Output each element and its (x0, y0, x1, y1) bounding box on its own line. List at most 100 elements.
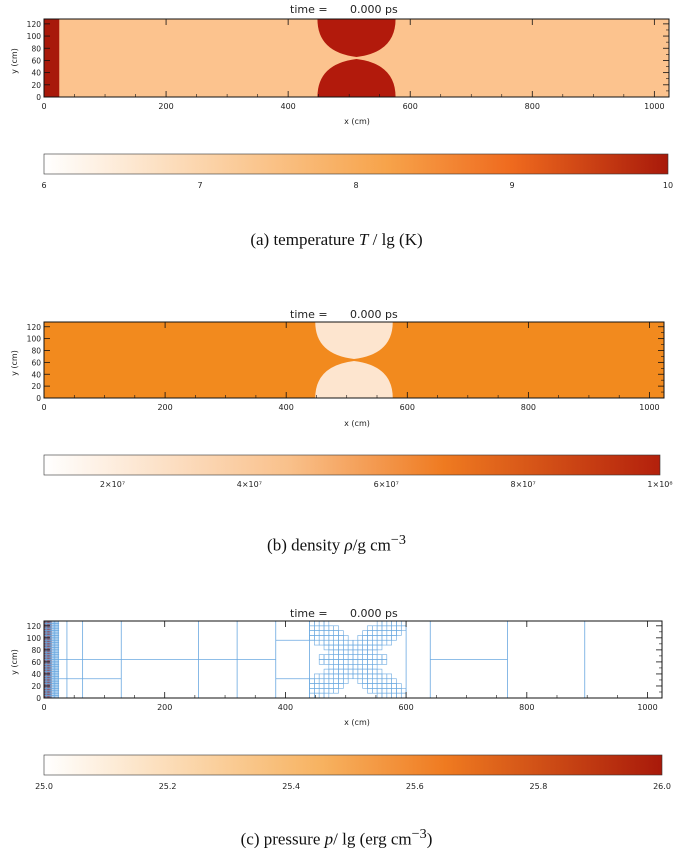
left-hot-strip (44, 19, 60, 97)
y-tick-label: 60 (31, 358, 41, 367)
y-tick-label: 60 (31, 658, 41, 667)
x-tick-label: 400 (281, 102, 296, 111)
colorbar-tick-label: 6×10⁷ (374, 480, 399, 489)
x-tick-label: 0 (41, 403, 46, 412)
colorbar-tick-label: 25.4 (282, 782, 300, 791)
time-value: 0.000 ps (350, 3, 398, 16)
colorbar-tick-label: 25.6 (406, 782, 424, 791)
colorbar: 2×10⁷ 4×10⁷ 6×10⁷ 8×10⁷ 1×10⁸ (43, 454, 673, 489)
y-tick-label: 80 (31, 646, 41, 655)
y-tick-label: 80 (31, 347, 41, 356)
y-axis-label: y (cm) (10, 649, 19, 675)
colorbar-tick-label: 25.0 (35, 782, 53, 791)
colorbar-bar (43, 153, 669, 175)
field (44, 322, 664, 398)
colorbar-tick-label: 8 (353, 181, 358, 190)
x-tick-label: 1000 (644, 102, 664, 111)
x-tick-label: 1000 (637, 703, 657, 712)
x-tick-label: 600 (400, 403, 415, 412)
y-tick-label: 120 (27, 323, 42, 332)
y-tick-label: 0 (36, 394, 41, 403)
y-tick-label: 40 (31, 69, 41, 78)
time-value: 0.000 ps (350, 308, 398, 321)
y-tick-label: 120 (27, 20, 42, 29)
colorbar-tick-label: 7 (197, 181, 202, 190)
plot-frame (43, 321, 665, 399)
x-tick-label: 800 (519, 703, 534, 712)
time-label: time = (290, 607, 328, 620)
x-tick-label: 200 (157, 703, 172, 712)
colorbar-tick-label: 1×10⁸ (647, 480, 672, 489)
colorbar-tick-label: 25.8 (529, 782, 547, 791)
mesh-cell (323, 621, 330, 627)
colorbar-tick-label: 8×10⁷ (511, 480, 536, 489)
field (44, 19, 669, 97)
y-tick-label: 60 (31, 56, 41, 65)
y-axis-label: y (cm) (10, 48, 19, 74)
mesh-cell (376, 668, 383, 675)
colorbar: 25.0 25.2 25.4 25.6 25.8 26.0 (35, 754, 671, 791)
x-axis-label: x (cm) (344, 718, 370, 727)
colorbar-tick-label: 6 (41, 181, 46, 190)
plot-frame (43, 18, 670, 98)
x-tick-label: 400 (278, 703, 293, 712)
y-tick-label: 40 (31, 670, 41, 679)
colorbar-tick-label: 25.2 (159, 782, 177, 791)
plot-frame (43, 620, 663, 699)
upper-blob (317, 19, 396, 57)
mesh-cell (386, 673, 392, 680)
mesh-cell (391, 678, 397, 684)
x-tick-label: 600 (398, 703, 413, 712)
colorbar-tick-label: 4×10⁷ (237, 480, 262, 489)
colorbar-tick-label: 26.0 (653, 782, 671, 791)
plot-area: 0 200 400 600 800 1000 0 20 40 60 80 100 120 (27, 321, 665, 412)
x-tick-label: 1000 (639, 403, 659, 412)
colorbar: 6 7 8 9 10 (41, 153, 673, 190)
x-tick-label: 200 (157, 403, 172, 412)
field (44, 621, 662, 698)
x-tick-label: 400 (279, 403, 294, 412)
x-tick-label: 0 (41, 102, 46, 111)
mesh-cell (381, 654, 388, 660)
lower-blob (317, 59, 396, 97)
x-tick-label: 200 (158, 102, 173, 111)
x-tick-label: 600 (403, 102, 418, 111)
x-tick-label: 800 (521, 403, 536, 412)
lower-blob (315, 361, 393, 398)
x-tick-label: 0 (41, 703, 46, 712)
mesh-cell (343, 635, 349, 641)
x-axis-label: x (cm) (344, 419, 370, 428)
refined-region-outline (309, 621, 407, 698)
y-tick-label: 40 (31, 370, 41, 379)
plot-area: 0 200 400 600 800 1000 0 20 40 60 80 100 120 (27, 620, 663, 712)
y-tick-label: 20 (31, 382, 41, 391)
y-tick-label: 100 (27, 634, 42, 643)
time-label: time = (290, 308, 328, 321)
time-label: time = (290, 3, 328, 16)
panel-a: time = 0.000 ps y (cm) x (cm) 0 200 400 600… (10, 3, 673, 190)
colorbar-tick-label: 9 (509, 181, 514, 190)
x-tick-label: 800 (525, 102, 540, 111)
caption-c: (c) pressure p/ lg (erg cm−3) (240, 826, 433, 849)
panel-b: time = 0.000 ps y (cm) x (cm) 0 200 400 600… (10, 308, 673, 489)
caption-b: (b) density ρ/g cm−3 (267, 532, 406, 555)
y-tick-label: 20 (31, 81, 41, 90)
caption-a: (a) temperature T / lg (K) (250, 230, 423, 249)
y-tick-label: 0 (36, 694, 41, 703)
y-axis-label: y (cm) (10, 350, 19, 376)
plot-area: 0 200 400 600 800 1000 0 20 40 60 80 100 120 (27, 18, 670, 111)
y-tick-label: 100 (27, 32, 42, 41)
y-tick-label: 100 (27, 335, 42, 344)
time-value: 0.000 ps (350, 607, 398, 620)
y-tick-label: 20 (31, 682, 41, 691)
colorbar-bar (43, 754, 663, 776)
panel-c: time = 0.000 ps y (cm) x (cm) 0 200 400 600… (10, 607, 671, 791)
mesh-cell (396, 683, 402, 689)
x-axis-label: x (cm) (344, 117, 370, 126)
upper-blob (315, 322, 393, 359)
y-tick-label: 0 (36, 93, 41, 102)
colorbar-tick-label: 2×10⁷ (100, 480, 125, 489)
colorbar-tick-label: 10 (663, 181, 673, 190)
mesh-cell (338, 630, 344, 636)
